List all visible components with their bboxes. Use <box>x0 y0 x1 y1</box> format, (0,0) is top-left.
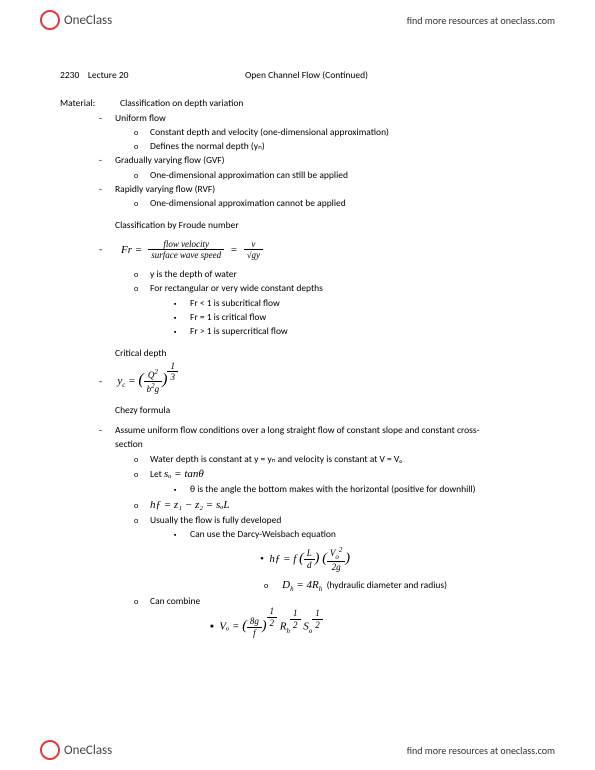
lecture-title: Open Channel Flow (Continued) <box>245 68 368 82</box>
fraction: v √gy <box>244 239 263 262</box>
darcy-formula: • hƒ = f (Ld) (Vo22g) <box>260 546 535 573</box>
section4-list: Assume uniform flow conditions over a lo… <box>60 423 535 542</box>
list-item: Fr = 1 is critical flow <box>60 310 535 324</box>
section3-title: Critical depth <box>115 346 535 360</box>
section1-list: Uniform flow Constant depth and velocity… <box>60 111 535 211</box>
fraction: flow velocity surface wave speed <box>148 239 224 262</box>
course-code: 2230 Lecture 20 <box>60 68 155 82</box>
list-item: Uniform flow <box>60 111 535 125</box>
section4-list-2: Dh = 4Rh (hydraulic diameter and radius)… <box>60 577 535 609</box>
brand-name-footer: OneClass <box>64 743 112 758</box>
list-item: Let sₒ = tanθ <box>60 466 535 483</box>
list-item: Defines the normal depth (yₙ) <box>60 139 535 153</box>
list-item: θ is the angle the bottom makes with the… <box>60 482 535 496</box>
logo-icon <box>40 10 60 30</box>
list-item: Fr < 1 is subcritical flow <box>60 296 535 310</box>
list-item: For rectangular or very wide constant de… <box>60 281 535 295</box>
logo-icon <box>40 740 60 760</box>
material-row: Material: Classification on depth variat… <box>60 96 535 110</box>
list-item: y is the depth of water <box>60 267 535 281</box>
material-label: Material: <box>60 96 120 110</box>
section1-title: Classification on depth variation <box>120 96 243 110</box>
critical-depth-formula: yc = (Q2b2g)13 <box>99 367 535 395</box>
list-item: Fr > 1 is supercritical flow <box>60 324 535 338</box>
list-item: Gradually varying flow (GVF) <box>60 153 535 167</box>
vo-formula: ▪ Vₒ = (8gf)12 Rh12 So12 <box>210 612 535 638</box>
brand-name: OneClass <box>64 13 112 28</box>
list-item: Constant depth and velocity (one-dimensi… <box>60 125 535 139</box>
section2-list: y is the depth of water For rectangular … <box>60 267 535 338</box>
section2-title: Classification by Froude number <box>115 218 535 232</box>
list-item: Can combine <box>60 594 535 608</box>
list-item: Assume uniform flow conditions over a lo… <box>60 423 535 452</box>
list-item: Usually the flow is fully developed <box>60 513 535 527</box>
list-item: hƒ = z₁ − z₂ = sₒL <box>60 497 535 514</box>
brand-logo-footer: OneClass <box>40 740 112 760</box>
list-item: Rapidly varying flow (RVF) <box>60 182 535 196</box>
list-item: One-dimensional approximation cannot be … <box>60 196 535 210</box>
course-line: 2230 Lecture 20 Open Channel Flow (Conti… <box>60 68 535 82</box>
list-item: One-dimensional approximation can still … <box>60 168 535 182</box>
header-tagline: find more resources at oneclass.com <box>407 14 555 27</box>
page-header: OneClass find more resources at oneclass… <box>0 0 595 38</box>
footer-tagline: find more resources at oneclass.com <box>407 744 555 757</box>
list-item: Can use the Darcy-Weisbach equation <box>60 527 535 541</box>
document-body: 2230 Lecture 20 Open Channel Flow (Conti… <box>0 38 595 653</box>
froude-formula: Fr = flow velocity surface wave speed = … <box>99 239 535 262</box>
brand-logo: OneClass <box>40 10 112 30</box>
page-footer: OneClass find more resources at oneclass… <box>0 732 595 770</box>
list-item: Dh = 4Rh (hydraulic diameter and radius) <box>60 577 535 595</box>
list-item: Water depth is constant at y = yₙ and ve… <box>60 452 535 466</box>
section4-title: Chezy formula <box>115 403 535 417</box>
